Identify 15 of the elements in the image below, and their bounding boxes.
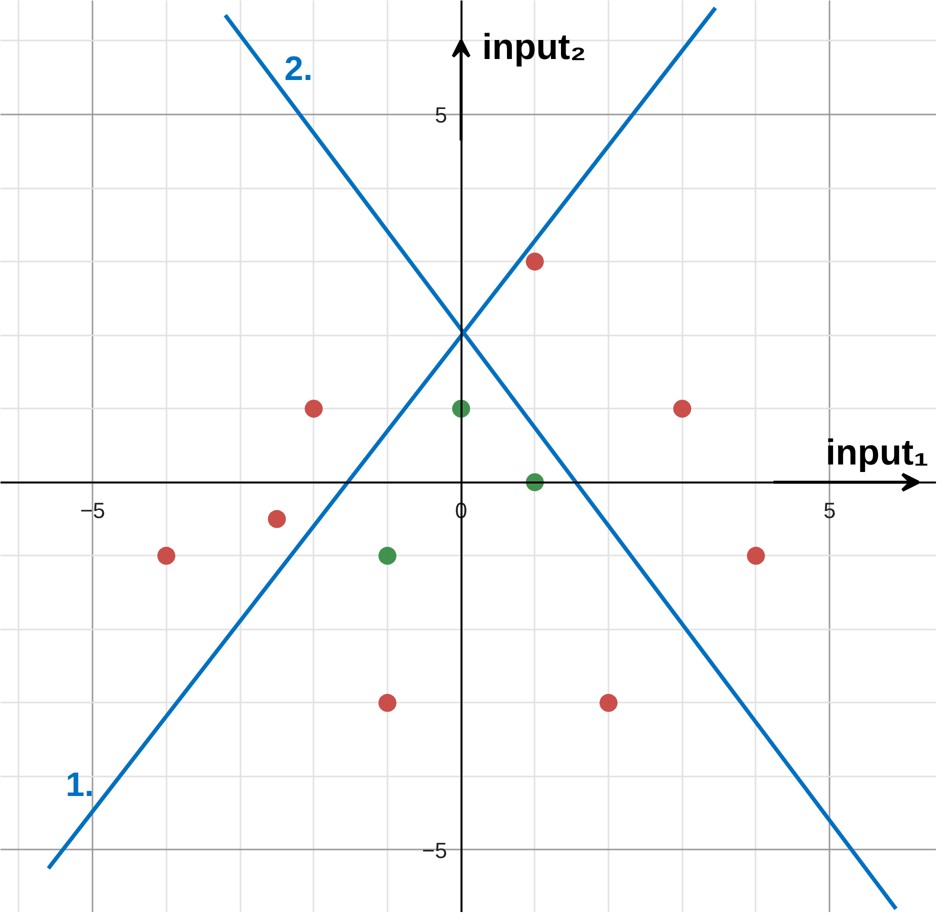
point (746, 546, 765, 565)
point (378, 694, 396, 712)
x-tick-label: −5 (80, 498, 106, 524)
point (378, 546, 396, 565)
y-axis-title: input₂ (482, 26, 586, 67)
point (673, 400, 692, 418)
point (600, 694, 618, 712)
x-tick-label: 5 (824, 498, 836, 524)
x-axis-title: input₁ (826, 432, 929, 473)
point (304, 400, 323, 418)
series-label: 1. (66, 766, 94, 804)
point (526, 252, 544, 271)
point (268, 510, 286, 528)
series-label: 2. (284, 50, 313, 88)
point (157, 546, 176, 565)
